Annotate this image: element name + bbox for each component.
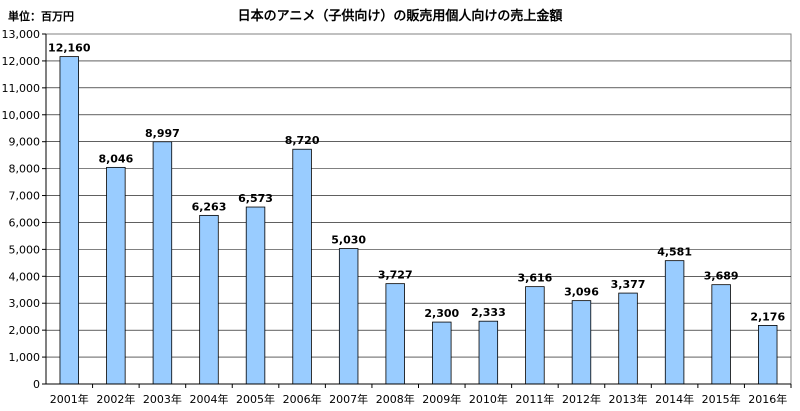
y-tick-label: 0: [33, 378, 40, 391]
x-tick-label: 2007年: [329, 392, 368, 406]
x-tick-label: 2016年: [748, 392, 787, 406]
x-tick-label: 2015年: [702, 392, 741, 406]
bar: [758, 325, 778, 385]
bar: [59, 56, 79, 385]
bar-value-label: 2,333: [471, 306, 506, 319]
bar: [432, 321, 452, 385]
y-tick-label: 4,000: [9, 270, 41, 283]
bar-value-label: 3,096: [564, 286, 599, 299]
bar-value-label: 2,300: [424, 307, 459, 320]
x-tick-label: 2013年: [609, 392, 648, 406]
y-tick-label: 9,000: [9, 136, 41, 149]
x-tick-label: 2014年: [655, 392, 694, 406]
x-tick-label: 2005年: [236, 392, 275, 406]
bars: [59, 56, 778, 385]
x-tick-label: 2011年: [515, 392, 554, 406]
bar-value-label: 6,263: [192, 200, 227, 213]
y-tick-label: 8,000: [9, 163, 41, 176]
x-axis-tick-labels: 2001年 2002年 2003年 2004年 2005年 2006年 2007年 2008年…: [50, 384, 792, 406]
y-tick-label: 13,000: [2, 28, 41, 41]
y-axis-tick-labels: 0 1,000 2,000 3,000 4,000 5,000 6,000 7,000 8,00…: [2, 28, 46, 391]
bar: [664, 260, 685, 385]
bar: [571, 300, 592, 385]
bar: [711, 284, 731, 385]
bar-value-label: 5,030: [331, 234, 366, 247]
bar: [106, 166, 126, 385]
bar: [152, 141, 173, 385]
y-tick-label: 11,000: [2, 82, 41, 95]
bar-value-label: 2,176: [750, 310, 785, 323]
x-tick-label: 2010年: [469, 392, 508, 406]
bar-value-label: 3,727: [378, 269, 413, 282]
data-labels: 12,160 8,046 8,997 6,263 6,573 8,720 5,030 3,72…: [48, 42, 785, 324]
bar-value-label: 3,616: [518, 272, 553, 285]
bar-value-label: 8,997: [145, 127, 180, 140]
y-tick-label: 3,000: [9, 297, 41, 310]
x-tick-label: 2006年: [283, 392, 322, 406]
unit-label: 単位：百万円: [8, 9, 74, 23]
y-tick-label: 2,000: [9, 324, 41, 337]
bar-value-label: 8,720: [285, 134, 320, 147]
bar: [618, 292, 638, 385]
bar-value-label: 12,160: [48, 42, 91, 55]
y-tick-label: 1,000: [9, 351, 41, 364]
bar-value-label: 3,689: [704, 270, 739, 283]
bar-value-label: 8,046: [98, 152, 133, 165]
y-tick-label: 10,000: [2, 109, 41, 122]
x-tick-label: 2008年: [376, 392, 415, 406]
y-tick-label: 7,000: [9, 190, 41, 203]
bar: [385, 283, 405, 385]
x-tick-label: 2001年: [50, 392, 89, 406]
x-tick-label: 2009年: [422, 392, 461, 406]
bar-value-label: 3,377: [611, 278, 646, 291]
x-tick-label: 2002年: [96, 392, 135, 406]
x-tick-label: 2004年: [189, 392, 228, 406]
bar: [292, 148, 312, 385]
bar: [245, 206, 266, 385]
bar: [199, 214, 219, 385]
x-tick-label: 2012年: [562, 392, 601, 406]
bar: [525, 286, 545, 385]
bar: [478, 320, 499, 385]
y-tick-label: 12,000: [2, 55, 41, 68]
y-tick-label: 6,000: [9, 216, 41, 229]
y-tick-label: 5,000: [9, 243, 41, 256]
bar-value-label: 4,581: [657, 246, 692, 259]
bar-value-label: 6,573: [238, 192, 273, 205]
bar: [338, 248, 359, 385]
x-tick-label: 2003年: [143, 392, 182, 406]
chart-title: 日本のアニメ（子供向け）の販売用個人向けの売上金額: [238, 8, 563, 24]
